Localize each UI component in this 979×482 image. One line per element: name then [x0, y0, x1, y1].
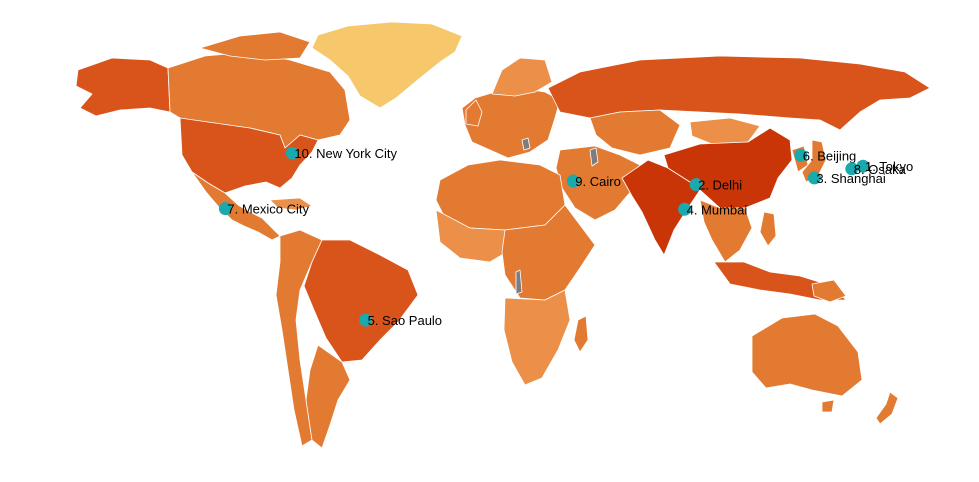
city-marker-10	[285, 146, 299, 160]
city-label-9: 9. Cairo	[575, 174, 621, 189]
caspian-sea	[589, 147, 599, 167]
african-lakes	[515, 269, 523, 295]
tasmania	[821, 399, 835, 413]
land-layer	[75, 21, 931, 449]
city-label-1: 1. Tokyo	[865, 159, 913, 174]
city-marker-7	[218, 202, 232, 216]
central-asia	[589, 109, 681, 156]
uk-ireland	[465, 99, 483, 127]
city-marker-9	[566, 174, 580, 188]
city-label-7: 7. Mexico City	[227, 202, 309, 217]
southeast-asia	[699, 199, 753, 263]
city-label-6: 6. Beijing	[803, 148, 856, 163]
city-marker-4	[678, 202, 692, 216]
philippines	[759, 211, 777, 247]
brazil	[303, 239, 419, 363]
west-africa	[435, 209, 511, 263]
greenland	[311, 21, 463, 109]
city-marker-8	[845, 162, 859, 176]
city-marker-5	[359, 313, 373, 327]
city-marker-3	[807, 171, 821, 185]
india	[621, 159, 701, 256]
mongolia	[689, 117, 761, 145]
city-marker-6	[794, 148, 808, 162]
papua-new-guinea	[811, 279, 847, 303]
alaska	[75, 57, 171, 117]
madagascar	[573, 315, 589, 353]
scandinavia	[491, 57, 553, 97]
city-label-3: 3. Shanghai	[816, 171, 886, 186]
caribbean-islands	[269, 197, 313, 211]
canadian-arctic-islands	[199, 31, 311, 61]
argentina	[305, 344, 351, 449]
north-africa	[435, 159, 566, 231]
southern-africa	[503, 289, 571, 386]
city-marker-1	[856, 159, 870, 173]
new-zealand	[875, 391, 899, 425]
city-label-5: 5. Sao Paulo	[368, 313, 442, 328]
city-label-4: 4. Mumbai	[687, 202, 748, 217]
city-label-8: 8. Osaka	[854, 162, 907, 177]
australia	[751, 313, 863, 397]
city-marker-2	[689, 178, 703, 192]
city-markers: 1. Tokyo 2. Delhi 3. Shanghai 4. Mumbai 5. S…	[218, 146, 913, 328]
city-label-10: 10. New York City	[294, 146, 397, 161]
city-label-2: 2. Delhi	[698, 178, 742, 193]
central-east-africa	[501, 204, 596, 301]
black-sea-water	[521, 137, 531, 151]
